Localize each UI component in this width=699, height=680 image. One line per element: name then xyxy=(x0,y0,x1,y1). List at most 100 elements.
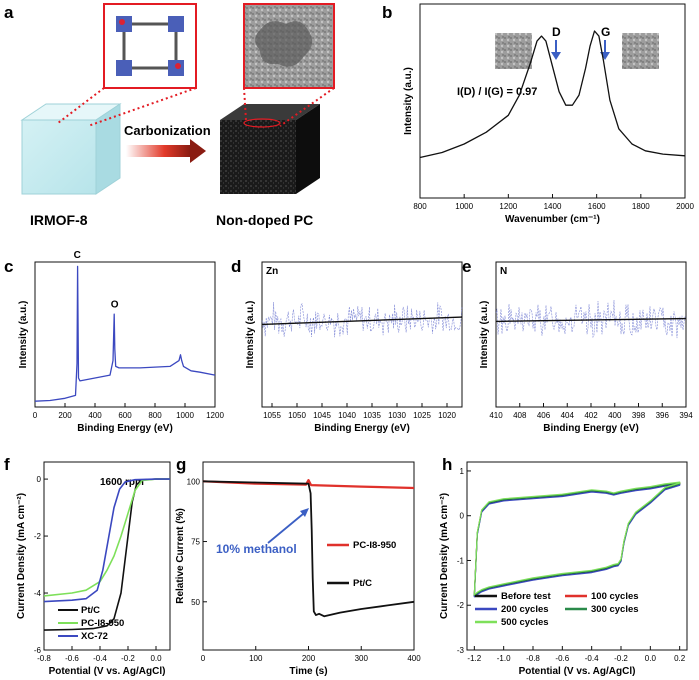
y-axis-label-c: Intensity (a.u.) xyxy=(18,301,29,369)
element-label-n: N xyxy=(500,266,507,277)
legend-label: Before test xyxy=(501,591,551,602)
x-tick-label-h: -0.2 xyxy=(614,654,628,663)
panel-label-e: e xyxy=(462,257,471,276)
raman-ratio-label: I(D) / I(G) = 0.97 xyxy=(457,86,537,98)
y-axis-label-b: Intensity (a.u.) xyxy=(403,67,414,135)
x-tick-label-h: 0.0 xyxy=(645,654,657,663)
chart-e: 410 408 406 404 402 400 398 396 394 Binding Energ… xyxy=(479,261,693,434)
y-axis-label-h: Current Density (mA cm⁻²) xyxy=(439,493,450,619)
carbonization-label: Carbonization xyxy=(124,123,211,138)
legend-label: Pt/C xyxy=(81,605,100,616)
x-tick-label-c: 1000 xyxy=(176,411,194,420)
x-tick-label-h: -0.6 xyxy=(555,654,569,663)
chart-h: -1.2 -1.0 -0.8 -0.6 -0.4 -0.2 0.0 0.2 -3 -2 -1 0 1 Po… xyxy=(439,461,688,677)
x-tick-label-e: 404 xyxy=(561,411,575,420)
x-tick-label-d: 1040 xyxy=(338,411,356,420)
panel-label-g: g xyxy=(176,455,186,474)
x-tick-label-c: 0 xyxy=(33,411,38,420)
xps-fit-line-e xyxy=(495,317,687,323)
y-axis-label-d: Intensity (a.u.) xyxy=(245,301,256,369)
x-tick-label-b: 1400 xyxy=(544,202,562,211)
x-tick-label-g: 100 xyxy=(249,654,263,663)
y-tick-label-f: -6 xyxy=(34,646,42,655)
xps-raw-line-e xyxy=(495,299,686,339)
x-tick-label-g: 0 xyxy=(201,654,206,663)
legend-label: PC-I8-950 xyxy=(353,540,396,551)
x-tick-label-e: 406 xyxy=(537,411,551,420)
x-tick-label-d: 1030 xyxy=(388,411,406,420)
x-tick-label-b: 1200 xyxy=(499,202,517,211)
y-tick-label-h: -3 xyxy=(457,646,465,655)
chrono-line-pc-i8-950 xyxy=(202,479,415,490)
raman-spectrum-line xyxy=(419,30,686,159)
legend-label: Pt/C xyxy=(353,578,372,589)
raman-d-inset xyxy=(495,33,532,69)
raman-g-label: G xyxy=(601,25,610,39)
x-tick-label-d: 1050 xyxy=(288,411,306,420)
x-tick-label-h: 0.2 xyxy=(674,654,686,663)
y-tick-label-g: 50 xyxy=(191,598,200,607)
x-tick-label-c: 1200 xyxy=(206,411,224,420)
lsv-line-pt-c xyxy=(43,478,170,631)
x-tick-label-d: 1020 xyxy=(438,411,456,420)
porous-carbon-label: Non-doped PC xyxy=(216,212,313,228)
panel-label-h: h xyxy=(442,455,452,474)
x-tick-label-c: 200 xyxy=(58,411,72,420)
cv-loop-line xyxy=(473,482,681,597)
y-tick-label-f: 0 xyxy=(37,475,42,484)
y-tick-label-f: -2 xyxy=(34,532,42,541)
plot-frame-e xyxy=(495,261,687,408)
legend-label: 500 cycles xyxy=(501,617,549,628)
x-tick-label-e: 410 xyxy=(489,411,503,420)
chart-d: 1055 1050 1045 1040 1035 1030 1025 1020 Binding … xyxy=(245,261,463,434)
x-tick-label-e: 398 xyxy=(632,411,646,420)
y-tick-label-h: 0 xyxy=(460,512,465,521)
x-tick-label-e: 396 xyxy=(656,411,670,420)
x-axis-label-e: Binding Energy (eV) xyxy=(543,423,639,434)
cv-loop-line xyxy=(473,483,681,598)
panel-a-schematic: a Carbonization xyxy=(4,3,335,228)
xps-fit-line-d xyxy=(261,316,463,326)
y-tick-label-g: 100 xyxy=(187,477,201,486)
tem-particle-icon xyxy=(255,21,313,67)
x-tick-label-d: 1045 xyxy=(313,411,331,420)
panel-label-b: b xyxy=(382,3,392,22)
plot-frame-g xyxy=(202,461,415,651)
y-axis-label-g: Relative Current (%) xyxy=(175,508,186,604)
x-axis-label-b: Wavenumber (cm⁻¹) xyxy=(505,214,600,225)
y-axis-label-e: Intensity (a.u.) xyxy=(479,301,490,369)
raman-g-inset xyxy=(622,33,659,69)
panel-label-f: f xyxy=(4,455,10,474)
x-tick-label-c: 600 xyxy=(118,411,132,420)
callout-lines xyxy=(57,87,335,127)
lsv-line-xc-72 xyxy=(43,478,170,603)
x-tick-label-h: -1.0 xyxy=(497,654,511,663)
x-tick-label-d: 1055 xyxy=(263,411,281,420)
methanol-label: 10% methanol xyxy=(216,542,297,556)
legend-label: XC-72 xyxy=(81,631,108,642)
rpm-label: 1600 rpm xyxy=(100,477,144,488)
plot-frame-c xyxy=(34,261,216,408)
plot-frame-f xyxy=(43,461,171,651)
x-tick-label-h: -0.4 xyxy=(585,654,599,663)
x-axis-label-d: Binding Energy (eV) xyxy=(314,423,410,434)
x-tick-label-h: -0.8 xyxy=(526,654,540,663)
carbonization-arrow xyxy=(126,139,206,163)
x-tick-label-b: 1000 xyxy=(455,202,473,211)
x-tick-label-f: -0.6 xyxy=(65,654,79,663)
porous-carbon-cube xyxy=(220,104,320,194)
x-tick-label-g: 400 xyxy=(407,654,421,663)
raman-d-arrow xyxy=(551,40,561,60)
x-axis-label-c: Binding Energy (eV) xyxy=(77,423,173,434)
x-tick-label-d: 1035 xyxy=(363,411,381,420)
y-tick-label-h: 1 xyxy=(460,467,465,476)
panel-label-d: d xyxy=(231,257,241,276)
x-tick-label-g: 300 xyxy=(355,654,369,663)
panel-label-a: a xyxy=(4,3,14,22)
peak-label-o: O xyxy=(111,299,119,310)
x-tick-label-b: 2000 xyxy=(676,202,694,211)
x-tick-label-e: 408 xyxy=(513,411,527,420)
x-axis-label-g: Time (s) xyxy=(289,666,327,677)
